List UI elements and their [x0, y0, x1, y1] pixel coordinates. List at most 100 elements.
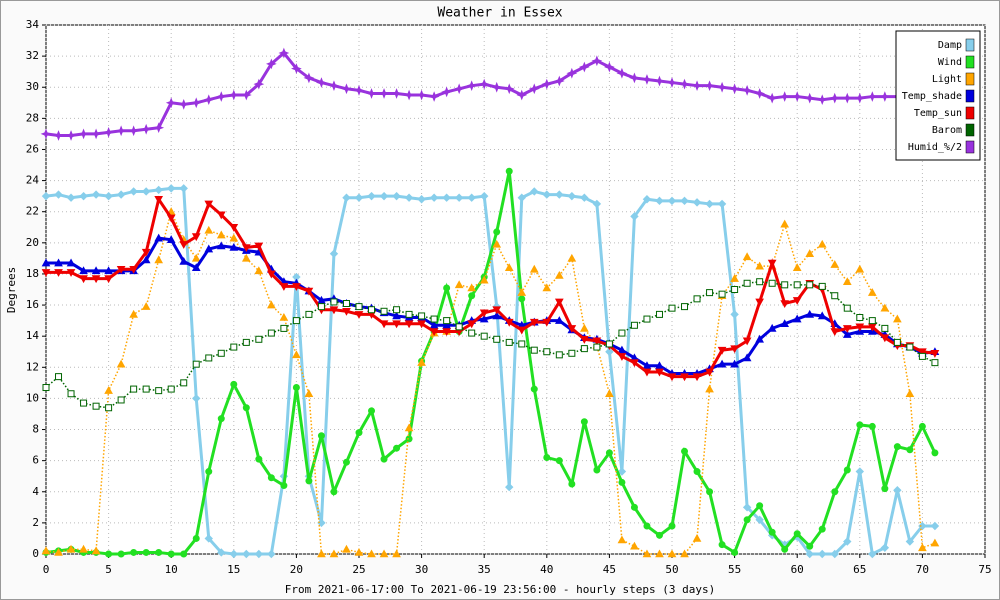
data-point — [555, 457, 563, 465]
data-point — [605, 347, 614, 356]
legend: Damp Wind Light Temp_shade Temp_sun Barom Humi… — [895, 30, 981, 161]
data-point — [679, 78, 690, 90]
data-point — [680, 373, 689, 382]
data-point — [681, 303, 689, 311]
legend-label: Damp — [938, 40, 962, 51]
data-point — [781, 281, 789, 289]
data-point — [818, 282, 826, 290]
data-point — [392, 549, 401, 558]
data-point — [806, 281, 814, 289]
data-point — [592, 337, 602, 346]
data-point — [418, 312, 426, 320]
data-point — [205, 468, 213, 476]
data-point — [229, 242, 239, 251]
data-point — [105, 404, 113, 412]
data-point — [142, 385, 150, 393]
data-point — [279, 312, 289, 321]
data-point — [742, 337, 752, 346]
data-point — [931, 449, 939, 457]
data-point — [404, 423, 414, 432]
data-point — [755, 334, 764, 343]
data-point — [328, 80, 340, 92]
data-point — [806, 542, 814, 550]
data-point — [216, 211, 226, 220]
data-point — [66, 269, 76, 277]
data-point — [467, 320, 477, 329]
data-point — [580, 335, 589, 344]
data-point — [342, 193, 351, 202]
data-point — [817, 239, 827, 248]
series — [40, 47, 941, 141]
data-point — [755, 261, 764, 270]
data-point — [616, 67, 628, 79]
data-point — [543, 454, 551, 462]
data-point — [204, 225, 214, 234]
data-point — [355, 303, 363, 311]
data-point — [568, 349, 576, 357]
data-point — [203, 94, 215, 106]
data-point — [804, 92, 816, 104]
data-point — [868, 317, 876, 325]
data-point — [842, 325, 852, 333]
data-point — [618, 478, 626, 486]
data-point — [717, 199, 727, 209]
data-point — [780, 300, 790, 309]
data-point — [705, 368, 714, 377]
data-point — [893, 338, 901, 346]
y-tick-label: 18 — [26, 267, 39, 280]
data-point — [793, 281, 801, 289]
data-point — [205, 354, 213, 362]
data-point — [706, 289, 714, 297]
x-tick-label: 10 — [165, 563, 178, 576]
data-point — [54, 269, 63, 277]
data-point — [681, 447, 689, 455]
data-point — [341, 83, 352, 95]
series-layer — [40, 47, 941, 559]
data-point — [354, 311, 364, 319]
data-point — [179, 184, 188, 193]
data-point — [404, 193, 414, 202]
data-point — [468, 292, 476, 300]
data-point — [467, 193, 476, 202]
data-point — [503, 83, 515, 95]
data-point — [141, 255, 151, 264]
data-point — [918, 352, 926, 360]
data-point — [580, 418, 588, 426]
data-point — [304, 389, 314, 398]
data-point — [466, 80, 478, 92]
data-point — [742, 353, 752, 362]
data-point — [792, 297, 802, 305]
y-tick-label: 20 — [26, 236, 39, 249]
data-point — [655, 196, 664, 206]
data-point — [655, 368, 664, 377]
data-point — [716, 81, 728, 93]
data-point — [379, 549, 389, 558]
data-point — [905, 389, 915, 398]
data-point — [567, 253, 577, 262]
data-point — [655, 361, 664, 370]
data-point — [116, 190, 126, 199]
data-point — [617, 353, 627, 361]
data-point — [505, 338, 513, 346]
data-point — [166, 214, 176, 223]
data-point — [668, 304, 676, 312]
y-tick-label: 6 — [32, 454, 39, 467]
data-point — [493, 335, 501, 343]
data-point — [742, 503, 752, 512]
data-point — [542, 318, 552, 327]
x-tick-label: 40 — [540, 563, 553, 576]
data-point — [80, 399, 88, 407]
data-point — [167, 550, 175, 558]
data-point — [342, 307, 351, 316]
x-tick-label: 0 — [43, 563, 50, 576]
legend-label: Barom — [932, 125, 962, 136]
y-tick-label: 22 — [26, 205, 39, 218]
data-point — [756, 278, 764, 286]
data-point — [129, 265, 138, 274]
data-point — [255, 455, 263, 463]
data-point — [367, 549, 376, 558]
data-point — [868, 549, 877, 559]
data-point — [429, 320, 439, 329]
data-point — [292, 283, 301, 291]
data-point — [741, 84, 753, 96]
